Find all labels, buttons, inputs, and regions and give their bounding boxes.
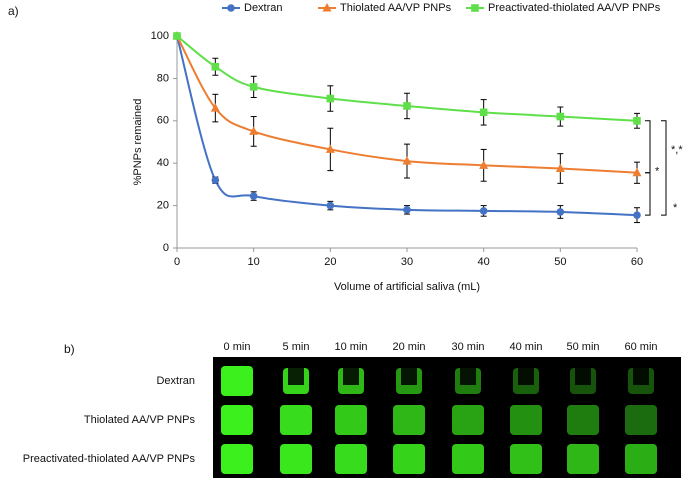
data-point	[173, 32, 181, 40]
y-tick-label: 60	[157, 115, 169, 127]
x-axis-label: Volume of artificial saliva (mL)	[334, 281, 480, 293]
x-tick-label: 10	[248, 256, 260, 268]
sample-image	[280, 405, 312, 435]
y-tick-label: 80	[157, 72, 169, 84]
y-tick-label: 0	[163, 242, 169, 254]
legend-marker	[322, 3, 332, 12]
data-point	[403, 206, 411, 214]
sample-image	[510, 405, 542, 435]
data-point	[325, 144, 335, 153]
x-tick-label: 30	[401, 256, 413, 268]
sample-hollow	[633, 368, 649, 385]
column-header: 20 min	[392, 341, 425, 353]
sample-image	[221, 444, 253, 474]
sample-hollow	[343, 368, 359, 385]
sample-image	[335, 444, 367, 474]
column-header: 0 min	[224, 341, 251, 353]
sample-image	[510, 444, 542, 474]
sample-hollow	[401, 368, 417, 385]
sample-hollow	[460, 368, 476, 385]
sample-image	[393, 405, 425, 435]
legend-marker	[471, 4, 479, 12]
data-point	[210, 103, 220, 112]
column-header: 50 min	[566, 341, 599, 353]
sample-image	[625, 405, 657, 435]
y-tick-label: 20	[157, 200, 169, 212]
sample-image	[221, 366, 253, 396]
sample-image	[452, 444, 484, 474]
data-point	[402, 156, 412, 165]
panel-label: a)	[8, 4, 19, 18]
sample-image	[335, 405, 367, 435]
y-axis-label: %PNPs remained	[132, 99, 144, 186]
column-header: 60 min	[624, 341, 657, 353]
legend-label: Dextran	[244, 2, 283, 14]
data-point	[211, 176, 220, 184]
data-point	[326, 94, 335, 103]
sample-hollow	[575, 368, 591, 385]
data-point	[479, 207, 488, 215]
sample-hollow	[518, 368, 534, 385]
legend-marker	[227, 4, 235, 12]
sample-image	[625, 444, 657, 474]
sample-image	[393, 444, 425, 474]
data-point	[403, 102, 411, 110]
significance-label: *,*	[671, 144, 683, 156]
column-header: 30 min	[451, 341, 484, 353]
sample-image	[567, 405, 599, 435]
data-point	[249, 83, 258, 91]
data-point	[632, 167, 642, 177]
sample-image	[452, 405, 484, 435]
data-point	[633, 117, 641, 125]
data-point	[479, 160, 489, 169]
series-line	[176, 35, 638, 122]
row-label: Preactivated-thiolated AA/VP PNPs	[23, 453, 196, 465]
data-point	[556, 208, 565, 216]
legend-label: Preactivated-thiolated AA/VP PNPs	[488, 2, 661, 14]
data-point	[556, 112, 565, 121]
data-point	[211, 62, 220, 71]
y-tick-label: 100	[151, 30, 169, 42]
data-point	[633, 211, 641, 219]
data-point	[555, 163, 565, 172]
sample-image	[280, 444, 312, 474]
data-point	[249, 126, 259, 135]
column-header: 10 min	[334, 341, 367, 353]
column-header: 5 min	[283, 341, 310, 353]
significance-bracket	[645, 172, 651, 216]
x-tick-label: 50	[554, 256, 566, 268]
sample-image	[221, 405, 253, 435]
data-point	[479, 108, 488, 117]
column-header: 40 min	[509, 341, 542, 353]
significance-bracket	[661, 120, 667, 216]
data-point	[326, 201, 335, 210]
significance-bracket	[645, 120, 651, 174]
row-label: Dextran	[156, 375, 195, 387]
significance-label: *	[655, 166, 660, 178]
x-tick-label: 0	[174, 256, 180, 268]
x-tick-label: 40	[478, 256, 490, 268]
series-line	[176, 35, 638, 217]
legend-label: Thiolated AA/VP PNPs	[340, 2, 452, 14]
x-tick-label: 20	[324, 256, 336, 268]
sample-hollow	[288, 368, 304, 385]
data-point	[249, 192, 258, 200]
row-label: Thiolated AA/VP PNPs	[84, 414, 196, 426]
y-tick-label: 40	[157, 157, 169, 169]
panel-label: b)	[64, 342, 75, 356]
significance-label: *	[673, 202, 678, 214]
sample-image	[567, 444, 599, 474]
x-tick-label: 60	[631, 256, 643, 268]
